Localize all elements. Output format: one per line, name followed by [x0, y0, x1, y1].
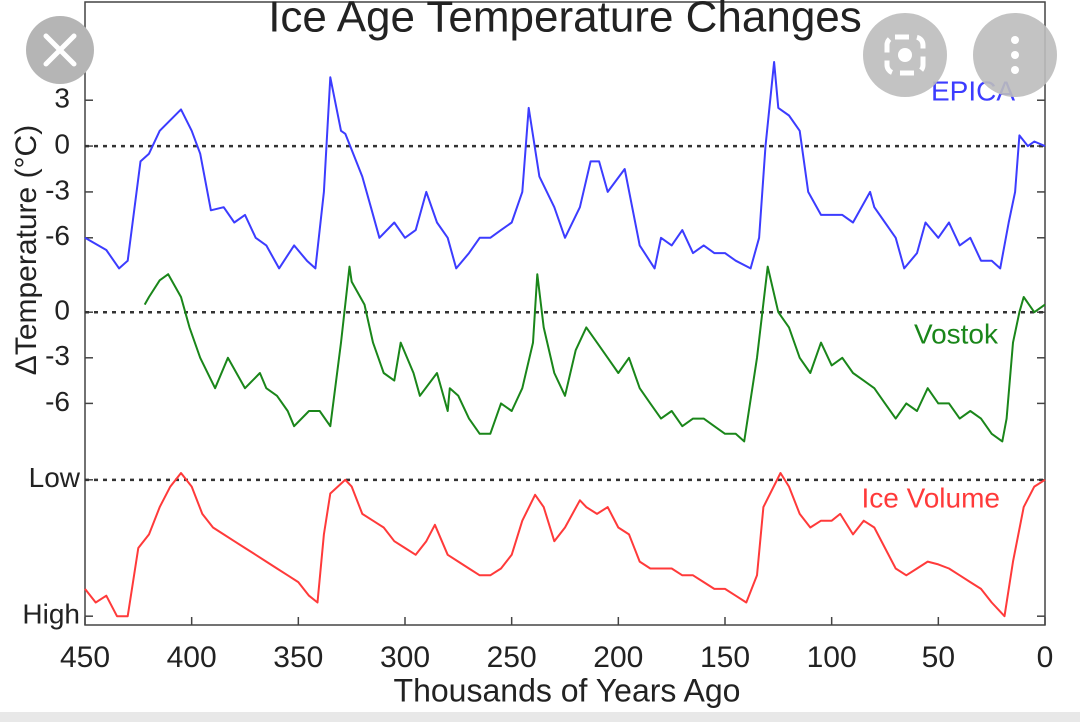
y-tick-label: -6	[45, 386, 70, 417]
y-tick-label: Low	[29, 462, 81, 493]
series-label: Vostok	[914, 318, 999, 349]
y-tick-label: 0	[54, 128, 70, 159]
x-tick-label: 250	[487, 641, 537, 674]
series-line	[84, 61, 1046, 270]
series-line	[143, 265, 1046, 443]
x-tick-label: 150	[700, 641, 750, 674]
y-tick-label: -6	[45, 220, 70, 251]
x-tick-label: 0	[1037, 641, 1054, 674]
close-button[interactable]	[26, 16, 94, 84]
close-icon	[43, 33, 77, 67]
more-dot	[1011, 36, 1019, 44]
series-line	[84, 472, 1046, 618]
y-axis-label: ΔTemperature (°C)	[10, 125, 43, 375]
x-tick-label: 450	[60, 641, 110, 674]
more-button[interactable]	[973, 13, 1057, 97]
y-tick-label: -3	[45, 340, 70, 371]
plot-frame	[84, 1, 1046, 626]
x-tick-label: 100	[807, 641, 857, 674]
x-tick-label: 200	[593, 641, 643, 674]
series-label: Ice Volume	[861, 482, 1000, 513]
x-tick-label: 50	[922, 641, 955, 674]
lens-dot	[898, 48, 912, 62]
more-dot	[1011, 51, 1019, 59]
y-tick-label: High	[22, 599, 80, 630]
x-tick-label: 400	[167, 641, 217, 674]
x-tick-label: 300	[380, 641, 430, 674]
lens-button[interactable]	[863, 13, 947, 97]
bottom-bar	[0, 712, 1080, 722]
y-tick-label: 3	[54, 83, 70, 114]
chart-title: Ice Age Temperature Changes	[268, 0, 862, 42]
lens-frame	[884, 34, 926, 76]
y-tick-label: -3	[45, 174, 70, 205]
y-tick-label: 0	[54, 295, 70, 326]
x-axis-label: Thousands of Years Ago	[394, 672, 741, 708]
x-tick-label: 350	[273, 641, 323, 674]
more-dot	[1011, 66, 1019, 74]
